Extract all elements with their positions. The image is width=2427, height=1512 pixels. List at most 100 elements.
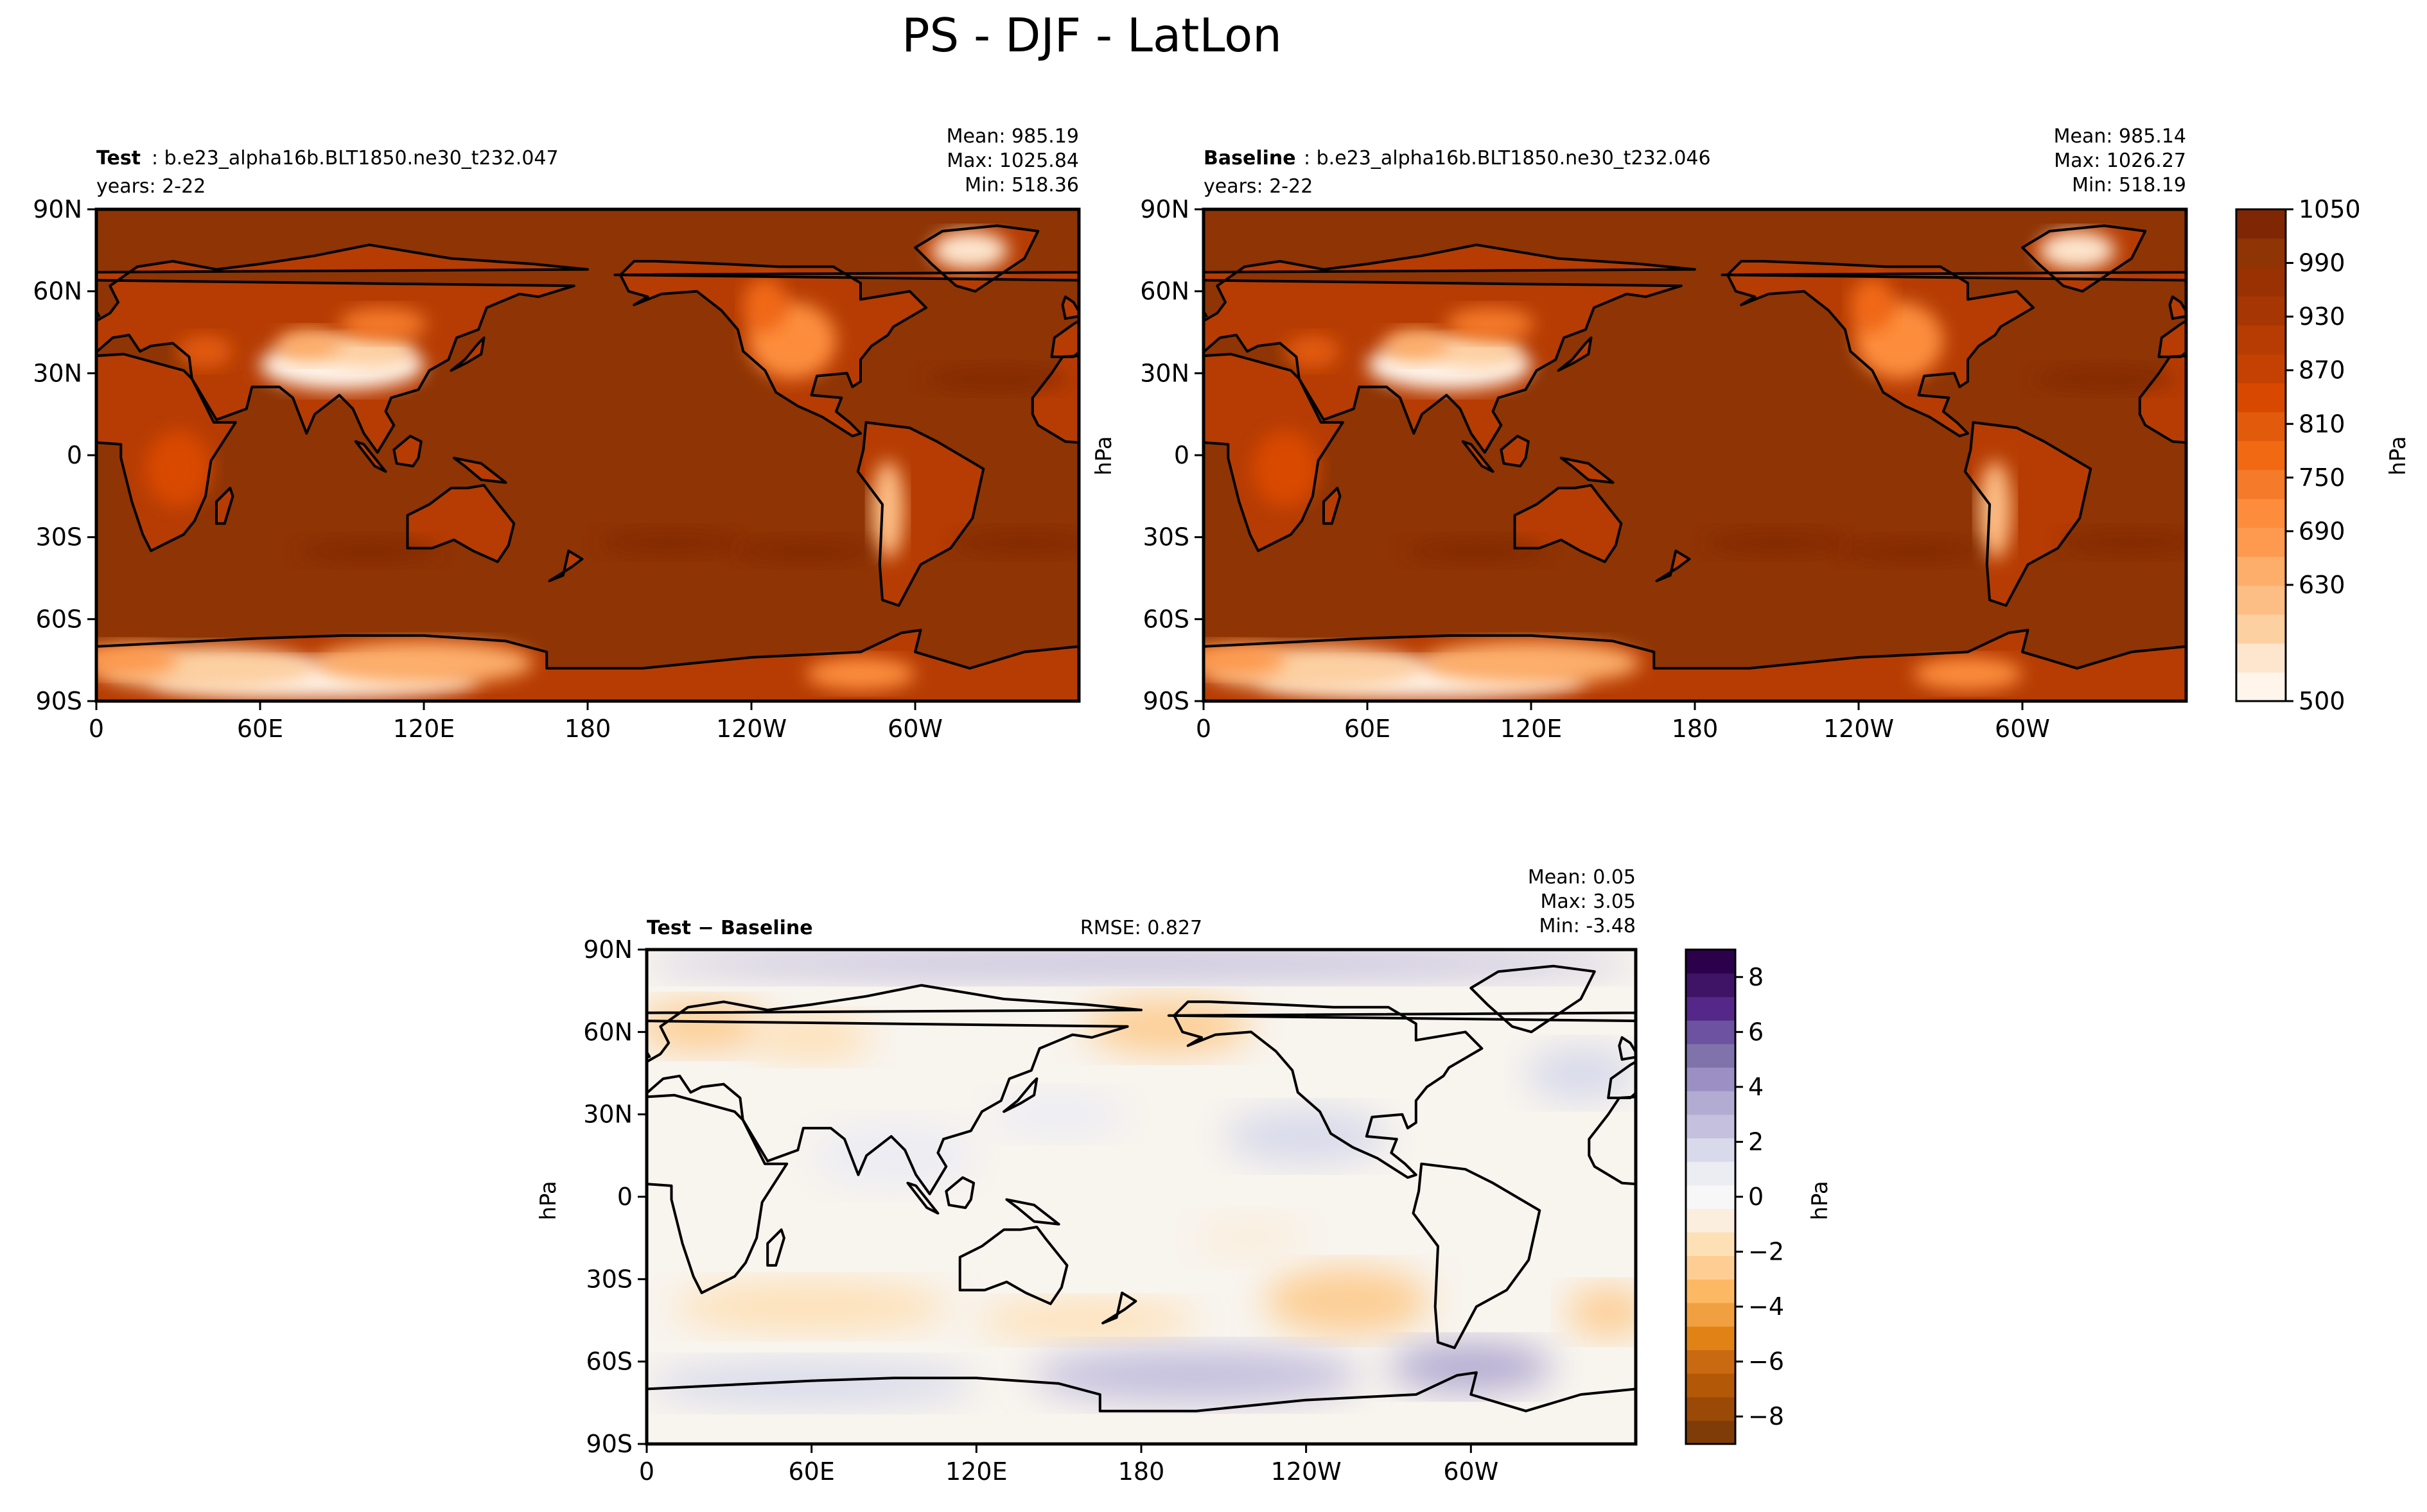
- base-subtropical-high-0: [2033, 365, 2175, 393]
- colorbar-swatch: [2236, 469, 2286, 500]
- diff-coast-madagascar: [766, 1228, 785, 1267]
- test-coast-eurasia: [96, 243, 589, 454]
- colorbar-swatch: [2236, 238, 2286, 268]
- test-stat-mean: Mean: 985.19: [947, 125, 1079, 148]
- difference-anomaly-14: [811, 1122, 977, 1189]
- base-land-madagascar: [1324, 488, 1340, 524]
- x-tick-label: 180: [565, 715, 611, 743]
- colorbar-tick-label: 6: [1748, 1018, 1764, 1046]
- difference-label: Test − Baseline: [647, 917, 813, 939]
- test-low-pressure-12: [315, 641, 533, 685]
- ps-colorbar-ticks: 1050 990 930 870 810 750 690 630 500: [2286, 195, 2361, 715]
- base-land-australia: [1514, 485, 1622, 562]
- test-years: years: 2-22: [96, 175, 206, 198]
- diff-coast-samerica: [1412, 1162, 1541, 1350]
- test-low-pressure-3: [339, 308, 427, 341]
- difference-colorbar-ticks: 8 6 4 2 0 −2 −4 −6 −8: [1735, 963, 1784, 1430]
- base-low-pressure-4: [1285, 335, 1340, 368]
- baseline-label-bold: Baseline: [1204, 147, 1296, 169]
- x-tick-label: 60W: [888, 715, 943, 743]
- baseline-stat-max: Max: 1026.27: [2054, 150, 2186, 172]
- base-low-pressure-7: [1850, 277, 1895, 333]
- test-low-pressure-7: [743, 277, 787, 333]
- difference-anomaly-5: [1265, 1268, 1430, 1334]
- baseline-y-axis: 90N 60N 30N 0 30S 60S 90S: [1140, 195, 1204, 715]
- diff-coast-sumatra: [906, 1181, 940, 1215]
- y-tick-label: 0: [1174, 441, 1189, 469]
- difference-rmse: RMSE: 0.827: [1080, 917, 1202, 939]
- test-x-axis: 0 60E 120E 180 120W 60W: [89, 701, 943, 743]
- colorbar-swatch: [1686, 1373, 1735, 1398]
- colorbar-swatch: [2236, 296, 2286, 326]
- test-low-pressure-14: [96, 643, 179, 677]
- test-land-madagascar: [216, 488, 233, 524]
- difference-anomaly-12: [1223, 1109, 1389, 1164]
- base-coast-samerica: [1963, 421, 2092, 607]
- y-tick-label: 30N: [33, 359, 82, 387]
- y-tick-label: 30N: [1140, 359, 1189, 387]
- x-tick-label: 120E: [393, 715, 455, 743]
- ps-colorbar: 1050 990 930 870 810 750 690 630 500 hPa: [2235, 195, 2411, 715]
- base-land-newguinea: [1561, 458, 1613, 483]
- x-tick-label: 0: [1196, 715, 1211, 743]
- difference-anomaly-15: [990, 1092, 1128, 1136]
- x-tick-label: 180: [1672, 715, 1719, 743]
- base-low-pressure-2: [1383, 329, 1450, 363]
- colorbar-swatch: [2236, 614, 2286, 644]
- x-tick-label: 120W: [1823, 715, 1894, 743]
- base-coast-newguinea: [1559, 456, 1615, 484]
- base-land-uk-wrap: [2169, 297, 2186, 319]
- difference-anomaly-10: [647, 1361, 977, 1406]
- base-low-pressure-8: [1979, 460, 2011, 559]
- y-tick-label: 30S: [1143, 523, 1189, 552]
- base-coast-sumatra: [1461, 440, 1494, 473]
- y-tick-label: 90S: [1143, 687, 1189, 715]
- test-map: [96, 209, 1079, 701]
- y-tick-label: 30S: [586, 1265, 633, 1293]
- difference-anomaly-4: [976, 1301, 1196, 1340]
- diff-coast-namerica: [1173, 1000, 1484, 1179]
- colorbar-swatch: [2236, 440, 2286, 471]
- ps-colorbar-label: hPa: [2385, 436, 2411, 475]
- difference-stat-max: Max: 3.05: [1541, 891, 1636, 913]
- difference-colorbar: 8 6 4 2 0 −2 −4 −6 −8 hPa: [1685, 948, 1833, 1445]
- colorbar-swatch: [1686, 1020, 1735, 1045]
- difference-anomaly-0: [1086, 999, 1252, 1054]
- base-subtropical-high-1: [1706, 528, 1848, 557]
- test-land-uk-wrap: [1062, 297, 1079, 319]
- diff-coast-antarctica: [647, 1371, 1636, 1444]
- colorbar-tick-label: 4: [1748, 1073, 1764, 1101]
- colorbar-swatch: [1686, 1255, 1735, 1280]
- y-tick-label: 60S: [1143, 605, 1189, 633]
- colorbar-swatch: [2236, 383, 2286, 413]
- base-coast-eurasia: [1204, 243, 1696, 454]
- colorbar-swatch: [1686, 1114, 1735, 1138]
- test-coast-newguinea: [452, 456, 507, 484]
- diff-coast-africa: [647, 1093, 789, 1294]
- colorbar-tick-label: 2: [1748, 1127, 1764, 1156]
- colorbar-swatch: [1686, 1138, 1735, 1162]
- baseline-label-case: : b.e23_alpha16b.BLT1850.ne30_t232.046: [1304, 147, 1711, 169]
- difference-anomaly-7: [1196, 1215, 1306, 1260]
- colorbar-tick-label: −2: [1748, 1238, 1784, 1266]
- x-tick-label: 60E: [788, 1457, 834, 1486]
- difference-stat-mean: Mean: 0.05: [1528, 866, 1636, 889]
- difference-y-axis-label: hPa: [536, 1181, 561, 1220]
- colorbar-swatch: [2236, 672, 2286, 702]
- base-low-pressure-14: [1204, 643, 1286, 677]
- x-tick-label: 60W: [1443, 1457, 1498, 1486]
- difference-map: [647, 950, 1636, 1444]
- y-tick-label: 60S: [36, 605, 82, 633]
- test-coast-madagascar: [215, 487, 234, 525]
- x-tick-label: 120E: [945, 1457, 1008, 1486]
- test-subtropical-high-3: [953, 528, 1079, 557]
- colorbar-swatch: [2236, 498, 2286, 528]
- colorbar-tick-label: 750: [2299, 464, 2345, 492]
- test-subtropical-high-1: [599, 528, 740, 557]
- y-tick-label: 60S: [586, 1348, 633, 1376]
- test-y-axis: 90N 60N 30N 0 30S 60S 90S: [33, 195, 96, 715]
- colorbar-tick-label: 500: [2299, 687, 2345, 715]
- colorbar-tick-label: 1050: [2299, 195, 2361, 223]
- test-coast-samerica: [856, 421, 985, 607]
